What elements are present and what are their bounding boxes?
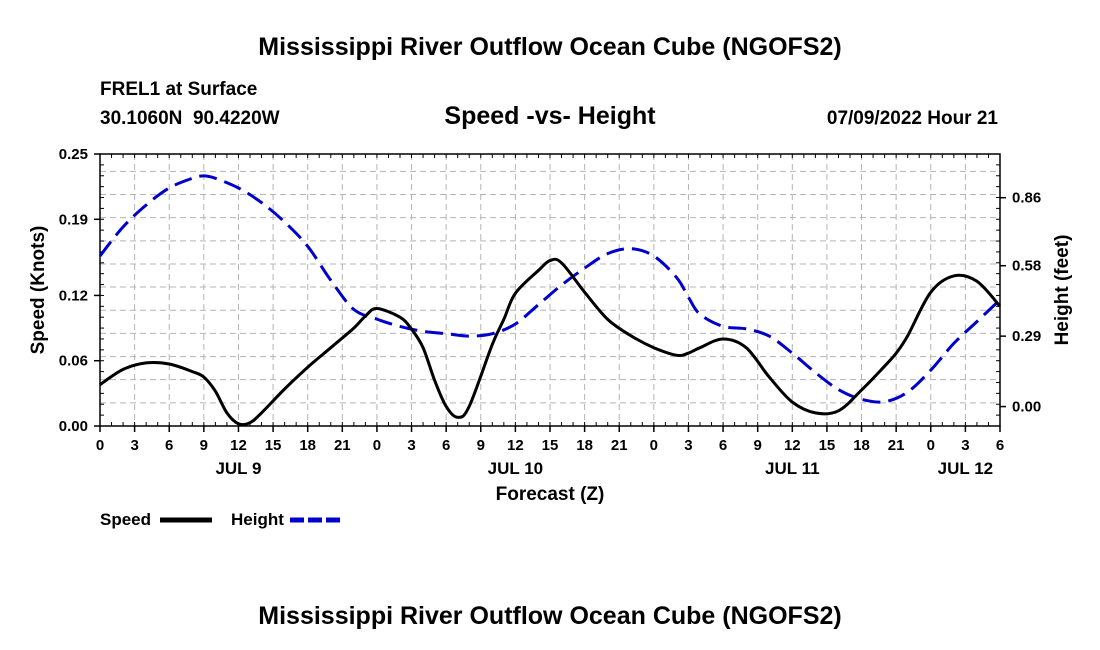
day-labels: JUL 9 JUL 10 JUL 11 JUL 12 (215, 459, 993, 478)
x-tick-label: 9 (200, 437, 208, 454)
y-right-tick-label: 0.86 (1012, 190, 1041, 207)
chart-title: Speed -vs- Height (444, 102, 656, 130)
height-series-line (98, 174, 1002, 404)
legend: Speed Height (100, 510, 342, 529)
station-coords: 30.1060N 90.4220W (100, 108, 280, 129)
y-right-tick-label: 0.29 (1012, 328, 1041, 345)
x-tick-label: 15 (542, 437, 559, 454)
footer-title: Mississippi River Outflow Ocean Cube (NG… (258, 602, 841, 630)
x-tick-label: 9 (477, 437, 485, 454)
x-tick-label: 0 (650, 437, 658, 454)
x-tick-label: 3 (961, 437, 969, 454)
x-tick-label: 9 (754, 437, 762, 454)
x-tick-label: 21 (888, 437, 905, 454)
y-left-tick-label: 0.00 (59, 418, 88, 435)
legend-speed-label: Speed (100, 510, 151, 529)
speed-series-line (99, 257, 1002, 427)
series-layer (98, 174, 1002, 427)
day-label: JUL 9 (215, 459, 261, 478)
y-left-tick-label: 0.12 (59, 287, 88, 304)
y-left-tick-label: 0.19 (59, 211, 88, 228)
x-tick-label: 0 (927, 437, 935, 454)
x-tick-label: 12 (507, 437, 524, 454)
x-tick-label: 15 (265, 437, 282, 454)
x-tick-label: 6 (442, 437, 450, 454)
x-tick-label: 3 (130, 437, 138, 454)
x-tick-label: 18 (576, 437, 593, 454)
x-axis-ticks: 0 3 6 9 12 15 18 21 0 3 6 9 12 15 18 21 0 3 6 9 12 15 18 21 0 3 6 (96, 426, 1004, 454)
y-right-tick-label: 0.00 (1012, 399, 1041, 416)
station-name: FREL1 at Surface (100, 79, 257, 100)
x-tick-label: 0 (96, 437, 104, 454)
x-tick-label: 18 (853, 437, 870, 454)
day-label: JUL 12 (938, 459, 993, 478)
x-tick-label: 3 (684, 437, 692, 454)
y-right-axis-ticks: 0.00 0.29 0.58 0.86 (1000, 190, 1041, 416)
day-label: JUL 10 (488, 459, 543, 478)
x-tick-label: 6 (165, 437, 173, 454)
x-tick-label: 15 (819, 437, 836, 454)
x-tick-label: 3 (407, 437, 415, 454)
x-tick-label: 12 (230, 437, 247, 454)
y-left-axis-ticks: 0.00 0.06 0.12 0.19 0.25 (59, 146, 100, 435)
x-tick-label: 21 (334, 437, 351, 454)
y-left-tick-label: 0.25 (59, 146, 88, 163)
x-tick-label: 18 (299, 437, 316, 454)
y-left-tick-label: 0.06 (59, 353, 88, 370)
legend-height-label: Height (231, 510, 284, 529)
page-title: Mississippi River Outflow Ocean Cube (NG… (258, 33, 841, 61)
x-tick-label: 21 (611, 437, 628, 454)
day-label: JUL 11 (765, 459, 820, 478)
x-tick-label: 12 (784, 437, 801, 454)
y-right-tick-label: 0.58 (1012, 258, 1041, 275)
x-axis-label: Forecast (Z) (496, 484, 605, 505)
forecast-datetime: 07/09/2022 Hour 21 (827, 108, 999, 129)
x-tick-label: 6 (719, 437, 727, 454)
x-tick-label: 6 (996, 437, 1004, 454)
y-left-axis-label: Speed (Knots) (28, 226, 49, 355)
y-right-axis-label: Height (feet) (1052, 235, 1073, 346)
x-tick-label: 0 (373, 437, 381, 454)
